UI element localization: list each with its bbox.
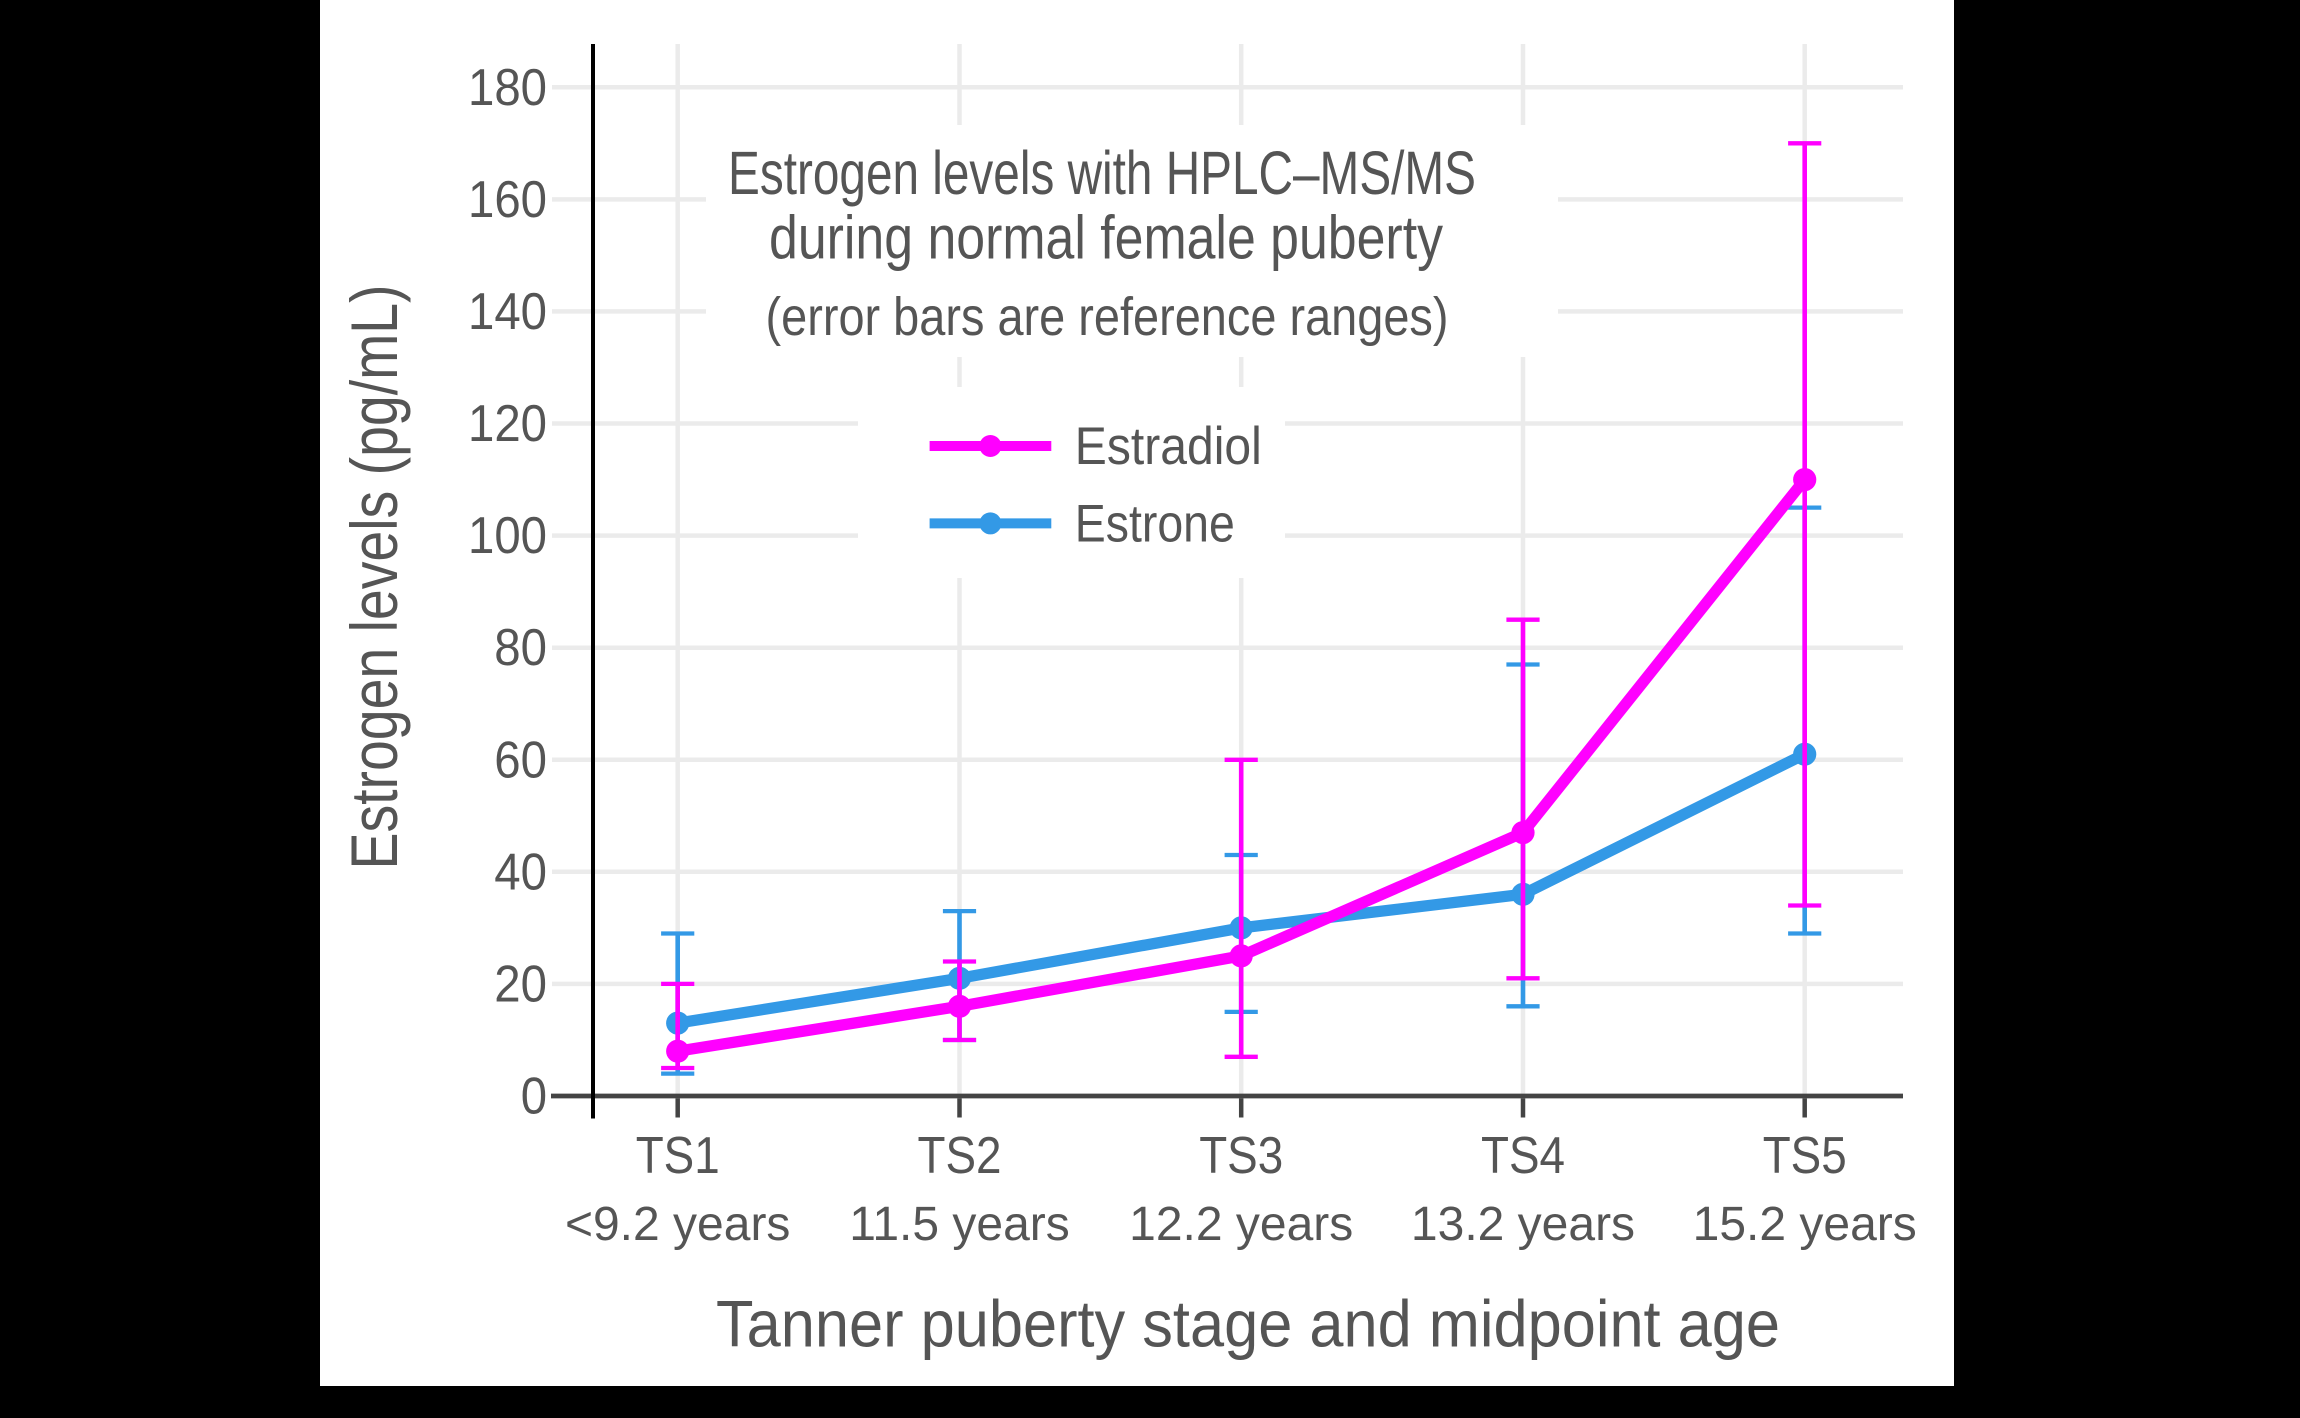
svg-text:TS1: TS1 bbox=[636, 1127, 720, 1185]
svg-text:Estrogen levels (pg/mL): Estrogen levels (pg/mL) bbox=[337, 285, 411, 870]
svg-text:TS4: TS4 bbox=[1481, 1127, 1565, 1185]
svg-text:20: 20 bbox=[494, 955, 547, 1013]
svg-text:during normal female puberty: during normal female puberty bbox=[769, 203, 1443, 271]
svg-text:80: 80 bbox=[494, 619, 547, 677]
svg-text:TS5: TS5 bbox=[1763, 1127, 1847, 1185]
svg-text:180: 180 bbox=[468, 59, 547, 117]
svg-text:(error bars are reference rang: (error bars are reference ranges) bbox=[766, 287, 1449, 347]
svg-text:140: 140 bbox=[468, 283, 547, 341]
svg-text:12.2 years: 12.2 years bbox=[1129, 1198, 1353, 1251]
svg-text:11.5 years: 11.5 years bbox=[849, 1198, 1070, 1251]
svg-text:TS2: TS2 bbox=[918, 1127, 1002, 1185]
svg-text:100: 100 bbox=[468, 507, 547, 565]
svg-text:TS3: TS3 bbox=[1199, 1127, 1283, 1185]
svg-text:<9.2 years: <9.2 years bbox=[565, 1198, 790, 1251]
svg-text:60: 60 bbox=[494, 731, 547, 789]
svg-text:0: 0 bbox=[521, 1068, 547, 1126]
svg-text:Estrone: Estrone bbox=[1075, 494, 1235, 553]
svg-text:Tanner puberty stage and midpo: Tanner puberty stage and midpoint age bbox=[716, 1287, 1780, 1361]
svg-text:Estradiol: Estradiol bbox=[1075, 417, 1262, 476]
svg-text:40: 40 bbox=[494, 843, 547, 901]
svg-text:120: 120 bbox=[468, 395, 547, 453]
svg-text:15.2 years: 15.2 years bbox=[1693, 1198, 1917, 1251]
svg-text:Estrogen levels with HPLC–MS/M: Estrogen levels with HPLC–MS/MS bbox=[728, 139, 1476, 207]
svg-text:160: 160 bbox=[468, 171, 547, 229]
svg-text:13.2 years: 13.2 years bbox=[1411, 1198, 1635, 1251]
